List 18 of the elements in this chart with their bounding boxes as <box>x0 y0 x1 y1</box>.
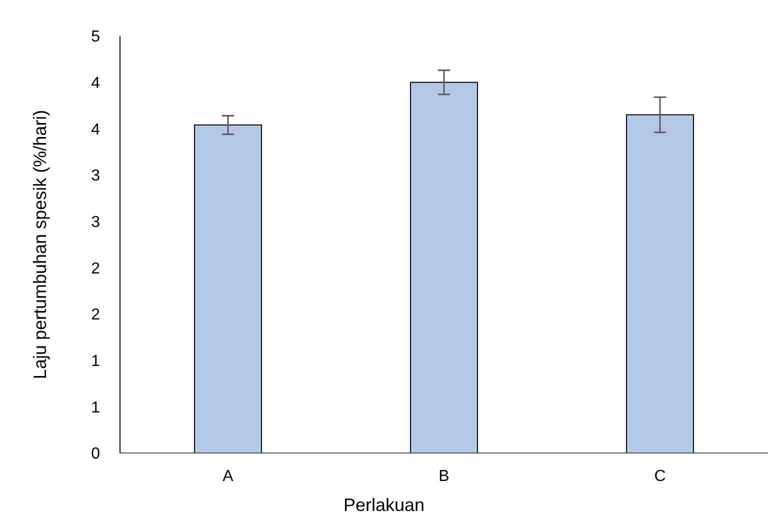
y-tick-label: 1 <box>91 352 100 370</box>
y-tick-label: 0 <box>91 446 100 463</box>
x-axis-title: Perlakuan <box>343 495 425 515</box>
y-tick-label: 1 <box>91 399 100 416</box>
bar <box>410 82 478 454</box>
y-tick-label: 3 <box>91 214 100 231</box>
x-tick-label: B <box>438 468 450 485</box>
y-tick-label: 4 <box>91 121 100 138</box>
y-tick-label: 3 <box>91 168 100 185</box>
y-axis-title: Laju pertumbuhan spesik (%/hari) <box>30 110 50 380</box>
y-tick-label: 2 <box>91 306 100 324</box>
x-tick-label: A <box>222 468 234 485</box>
bar <box>626 114 694 454</box>
bar <box>194 124 262 454</box>
x-tick-label: C <box>654 468 666 485</box>
y-tick-label: 5 <box>91 28 100 46</box>
y-tick-label: 4 <box>91 74 100 92</box>
y-tick-label: 2 <box>91 260 100 278</box>
